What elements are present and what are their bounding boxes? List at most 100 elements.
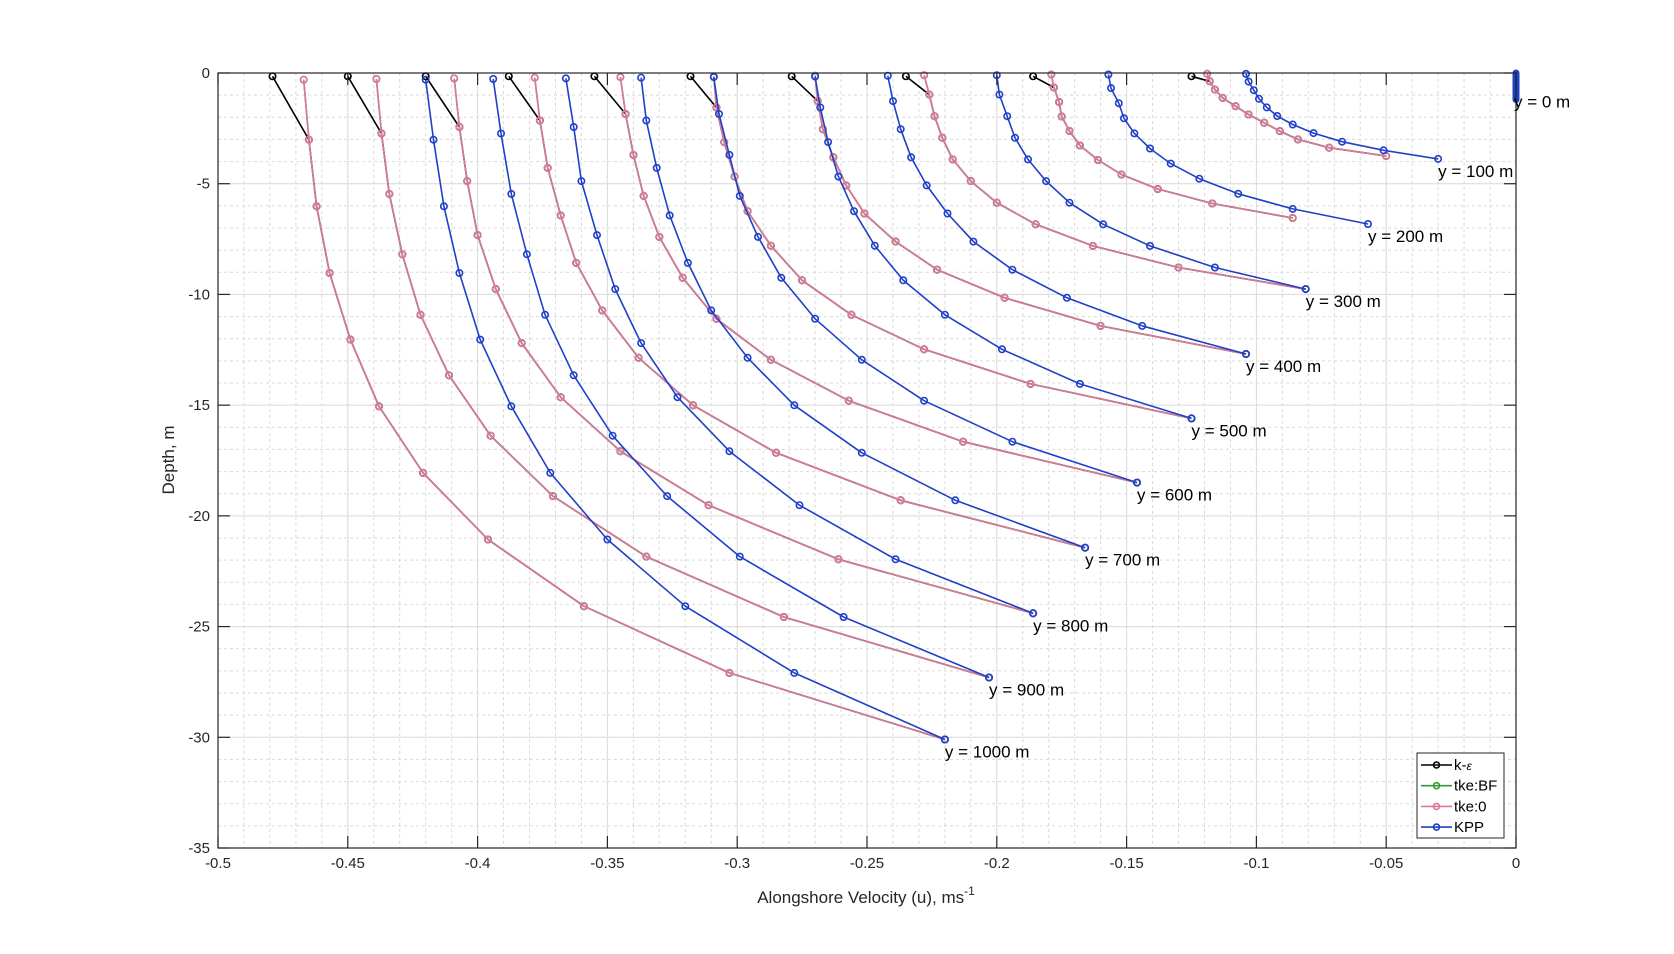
tke0-series-marker bbox=[304, 135, 313, 144]
kpp-series-marker bbox=[857, 448, 866, 457]
profile-label: y = 200 m bbox=[1368, 227, 1443, 246]
k-epsilon-series bbox=[343, 72, 993, 682]
kpp-series-marker bbox=[439, 202, 448, 211]
legend-marker-swatch bbox=[1432, 761, 1441, 769]
profile-label: y = 600 m bbox=[1137, 486, 1212, 505]
kpp-series-marker bbox=[663, 492, 672, 501]
tke-bf-series-line bbox=[375, 78, 990, 679]
k-epsilon-series-line bbox=[593, 75, 1138, 484]
kpp-series-marker bbox=[940, 310, 949, 319]
kpp-series bbox=[883, 71, 1251, 358]
kpp-series-marker bbox=[969, 237, 978, 246]
profile-label: y = 100 m bbox=[1438, 162, 1513, 181]
tke0-series-line bbox=[619, 76, 1138, 484]
kpp-series-marker bbox=[888, 97, 897, 106]
kpp-series-marker bbox=[984, 673, 993, 682]
tke0-series-line bbox=[453, 78, 1034, 615]
kpp-series-marker bbox=[707, 306, 716, 315]
tke0-series-marker bbox=[772, 448, 781, 457]
tke0-series-marker bbox=[1094, 156, 1103, 165]
tke0-series bbox=[299, 75, 949, 744]
kpp-series bbox=[709, 73, 1142, 487]
tke0-series bbox=[616, 73, 1142, 487]
tke0-series-marker bbox=[1208, 199, 1217, 208]
tke-bf-series bbox=[299, 75, 949, 744]
y-axis-title: Depth, m bbox=[159, 426, 178, 495]
profile-label: y = 400 m bbox=[1246, 357, 1321, 376]
kpp-series-marker bbox=[790, 401, 799, 410]
x-tick-label: -0.35 bbox=[590, 855, 624, 872]
tke0-series-line bbox=[713, 76, 1192, 420]
legend-marker-swatch bbox=[1432, 823, 1441, 831]
tke0-series-line bbox=[533, 77, 1086, 549]
tke0-series-marker bbox=[398, 250, 407, 259]
kpp-series-marker bbox=[1042, 177, 1051, 186]
tke-bf-series bbox=[920, 71, 1310, 294]
kpp-series-marker bbox=[743, 353, 752, 362]
kpp-series-marker bbox=[824, 138, 833, 147]
kpp-series bbox=[1104, 70, 1373, 229]
profile-labels: y = 0 m y = 100 m y = 200 m y = 300 m y = 40… bbox=[945, 93, 1570, 762]
x-tick-label: -0.5 bbox=[205, 855, 231, 872]
legend-label: KPP bbox=[1454, 819, 1484, 836]
kpp-series-marker bbox=[1166, 159, 1175, 168]
kpp-series-marker bbox=[857, 355, 866, 364]
legend-entry: k-ε bbox=[1421, 757, 1473, 774]
tke0-series bbox=[450, 74, 1038, 618]
tke0-series-marker bbox=[1026, 379, 1035, 388]
kpp-series-line bbox=[640, 77, 1086, 549]
x-tick-label: -0.25 bbox=[850, 855, 884, 872]
kpp-series-marker bbox=[608, 431, 617, 440]
kpp-series-marker bbox=[577, 177, 586, 186]
kpp-series-marker bbox=[489, 75, 498, 84]
tke0-series-marker bbox=[629, 150, 638, 159]
tke0-series-marker bbox=[779, 612, 788, 621]
tke0-series-marker bbox=[1153, 185, 1162, 194]
kpp-series-marker bbox=[1288, 120, 1297, 129]
tke0-series bbox=[920, 71, 1310, 294]
legend-label: k-ε bbox=[1454, 757, 1473, 774]
kpp-series-marker bbox=[1133, 478, 1142, 487]
kpp-series-marker bbox=[1010, 133, 1019, 142]
tke0-series-marker bbox=[1203, 69, 1212, 78]
k-epsilon-series bbox=[504, 72, 1090, 552]
kpp-series-marker bbox=[1187, 414, 1196, 423]
kpp-series-marker bbox=[507, 189, 516, 198]
tke0-series-marker bbox=[938, 133, 947, 142]
k-epsilon-series-line bbox=[347, 75, 990, 679]
tke0-series bbox=[1203, 69, 1391, 161]
legend-marker-swatch bbox=[1432, 802, 1441, 811]
tke0-series-marker bbox=[548, 492, 557, 501]
tke0-series-marker bbox=[920, 345, 929, 354]
x-tick-label: -0.3 bbox=[724, 855, 750, 872]
kpp-series-marker bbox=[735, 191, 744, 200]
axes: -0.5 -0.45 -0.4 -0.35 -0.3 -0.25 -0.2 -0.15 -0.1… bbox=[188, 65, 1520, 872]
kpp-series-marker bbox=[997, 345, 1006, 354]
kpp-series-marker bbox=[1024, 155, 1033, 164]
x-tick-label: -0.4 bbox=[465, 855, 491, 872]
kpp-series-marker bbox=[940, 735, 949, 744]
tke0-series-marker bbox=[1174, 263, 1183, 272]
tke0-series-marker bbox=[655, 232, 664, 241]
kpp-series-line bbox=[492, 78, 990, 679]
tke0-series-marker bbox=[385, 189, 394, 198]
kpp-series-marker bbox=[1075, 379, 1084, 388]
k-epsilon-series bbox=[901, 72, 1310, 294]
tke0-series-marker bbox=[579, 602, 588, 611]
kpp-series-marker bbox=[920, 396, 929, 405]
kpp-series-marker bbox=[1262, 103, 1271, 112]
kpp-series-marker bbox=[642, 116, 651, 125]
kpp-series bbox=[421, 75, 949, 744]
tke0-series-marker bbox=[1293, 135, 1302, 144]
kpp-series-marker bbox=[1062, 293, 1071, 302]
tke-bf-series-line bbox=[453, 78, 1034, 615]
kpp-series-marker bbox=[1120, 114, 1129, 123]
plot-frame bbox=[217, 72, 1517, 849]
x-tick-label: -0.05 bbox=[1369, 855, 1403, 872]
kpp-series-marker bbox=[1288, 204, 1297, 213]
kpp-series-marker bbox=[777, 273, 786, 282]
tke0-series-marker bbox=[416, 310, 425, 319]
tke0-series-marker bbox=[847, 310, 856, 319]
tke0-series-marker bbox=[992, 198, 1001, 207]
legend-marker-swatch bbox=[1432, 781, 1441, 790]
